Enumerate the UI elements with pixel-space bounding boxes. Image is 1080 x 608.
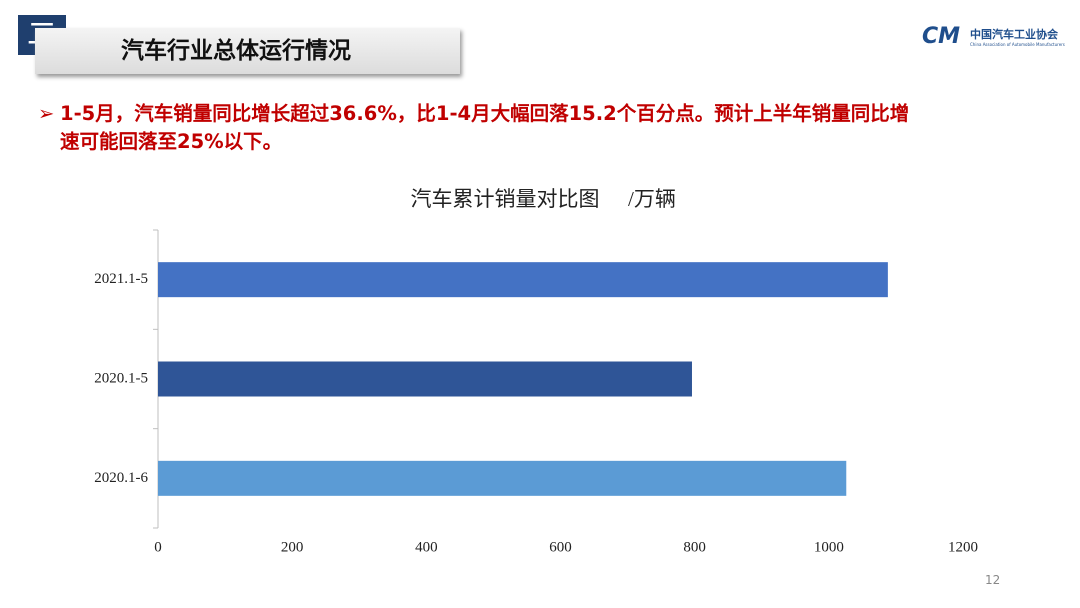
x-tick-label: 1000 xyxy=(814,539,844,555)
x-tick-label: 600 xyxy=(549,539,572,555)
x-tick-label: 800 xyxy=(683,539,706,555)
chart-title: 汽车累计销量对比图 xyxy=(411,187,600,211)
bullet-line: 速可能回落至25%以下。 xyxy=(60,130,283,153)
logo-mark: CM xyxy=(922,24,961,49)
logo-name: 中国汽车工业协会 xyxy=(970,28,1058,41)
bar xyxy=(158,460,847,496)
x-tick-label: 400 xyxy=(415,539,438,555)
x-tick-label: 0 xyxy=(154,539,162,555)
y-tick-label: 2020.1-6 xyxy=(94,470,148,486)
bar xyxy=(158,262,888,298)
bar xyxy=(158,361,692,397)
x-tick-label: 1200 xyxy=(948,539,978,555)
chart-unit: /万辆 xyxy=(628,187,676,211)
bullet-marker: ➢ xyxy=(38,102,55,125)
y-tick-label: 2021.1-5 xyxy=(94,271,148,287)
slide-title: 汽车行业总体运行情况 xyxy=(35,28,460,74)
bullet-line: 1-5月，汽车销量同比增长超过36.6%，比1-4月大幅回落15.2个百分点。预… xyxy=(60,102,910,125)
logo-english: China Association of Automobile Manufact… xyxy=(970,42,1065,47)
y-tick-label: 2020.1-5 xyxy=(94,370,148,386)
x-tick-label: 200 xyxy=(281,539,304,555)
page-number: 12 xyxy=(985,573,1001,587)
